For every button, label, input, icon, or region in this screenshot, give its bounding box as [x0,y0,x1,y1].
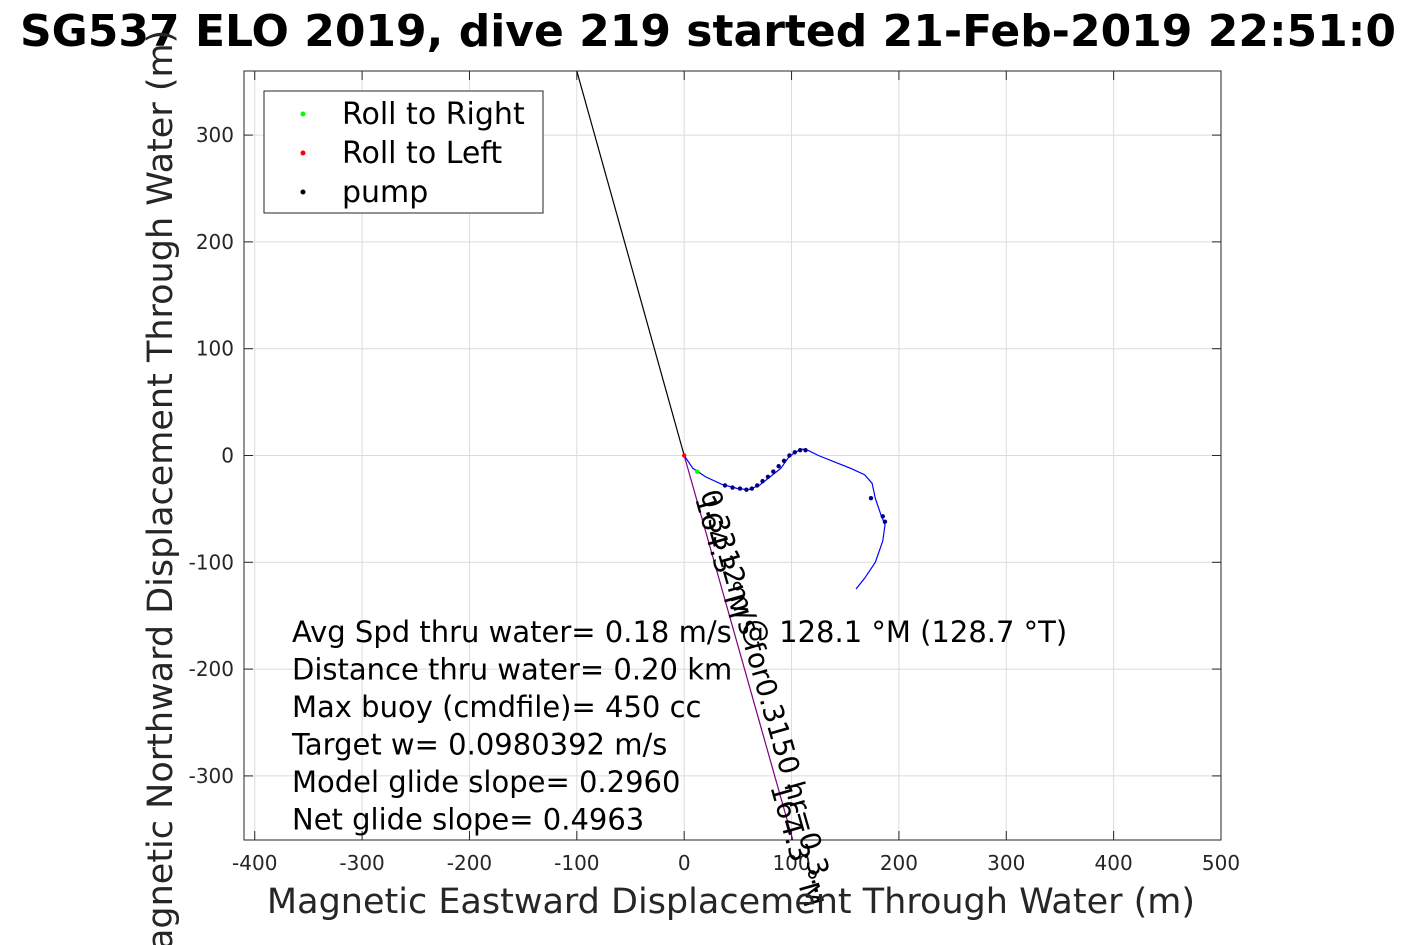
x-tick-label: 500 [1202,851,1240,875]
point-pump [781,458,787,464]
stat-line: Max buoy (cmdfile)= 450 cc [292,690,701,724]
plot-frame [243,70,1222,841]
x-tick-label: 0 [678,851,691,875]
legend-marker [300,111,306,117]
y-tick-label: 100 [196,337,234,361]
point-pump [760,478,765,484]
point-pump [765,474,771,480]
y-tick-label: 300 [196,123,234,147]
point-pump [754,483,760,488]
point-pump [868,496,874,501]
y-tick-label: 200 [196,230,234,254]
point-pump [771,469,776,474]
stats-block: Avg Spd thru water= 0.18 m/s @ 128.1 °M … [291,615,1067,837]
point-pump [744,487,749,492]
legend-entry: pump [342,175,428,210]
x-tick-label: -200 [447,851,492,875]
y-tick-label: -200 [189,657,234,681]
point-roll-to-right [694,469,700,474]
x-tick-label: -400 [232,851,277,875]
point-pump [737,486,743,491]
x-tick-label: -100 [554,851,599,875]
x-tick-labels: -400 -300 -200 -100 0 100 200 300 400 500 [232,851,1240,875]
legend-marker [300,189,306,195]
data-layer [576,71,888,840]
y-tick-label: -300 [189,764,234,788]
x-axis-label: Magnetic Eastward Displacement Through W… [267,882,1195,922]
point-pump [730,485,735,490]
stat-line: Target w= 0.0980392 m/s [291,728,667,762]
point-pump [749,486,755,491]
legend-marker [300,150,306,156]
y-tick-labels: -300 -200 -100 0 100 200 300 [189,123,234,788]
legend-box [263,90,544,214]
stat-line: Avg Spd thru water= 0.18 m/s @ 128.1 °M … [292,615,1067,649]
point-pump [797,447,803,453]
stat-line: Net glide slope= 0.4963 [292,803,644,837]
series-current-line [683,455,794,840]
y-axis-label: Magnetic Northward Displacement Through … [141,30,181,945]
legend: Roll to Right Roll to Left pump [263,90,544,214]
point-pump [787,453,792,458]
point-pump [882,519,888,524]
series-heading-line [576,71,685,456]
x-tick-label: 200 [880,851,918,875]
x-tick-label: 300 [987,851,1025,875]
legend-entry: Roll to Right [342,97,525,132]
point-roll-to-left [681,453,687,458]
point-pump [776,463,781,469]
point-pump [803,447,808,453]
x-tick-label: -300 [339,851,384,875]
point-pump [722,483,728,488]
y-tick-label: -100 [189,550,234,574]
chart-title: SG537 ELO 2019, dive 219 started 21-Feb-… [20,6,1396,57]
point-pump [880,514,886,519]
stat-line: Distance thru water= 0.20 km [292,653,732,687]
y-tick-label: 0 [221,444,234,468]
legend-entry: Roll to Left [342,136,502,171]
point-pump [792,450,797,455]
x-tick-label: 100 [772,851,810,875]
x-tick-label: 400 [1095,851,1133,875]
stat-line: Model glide slope= 0.2960 [292,765,680,799]
